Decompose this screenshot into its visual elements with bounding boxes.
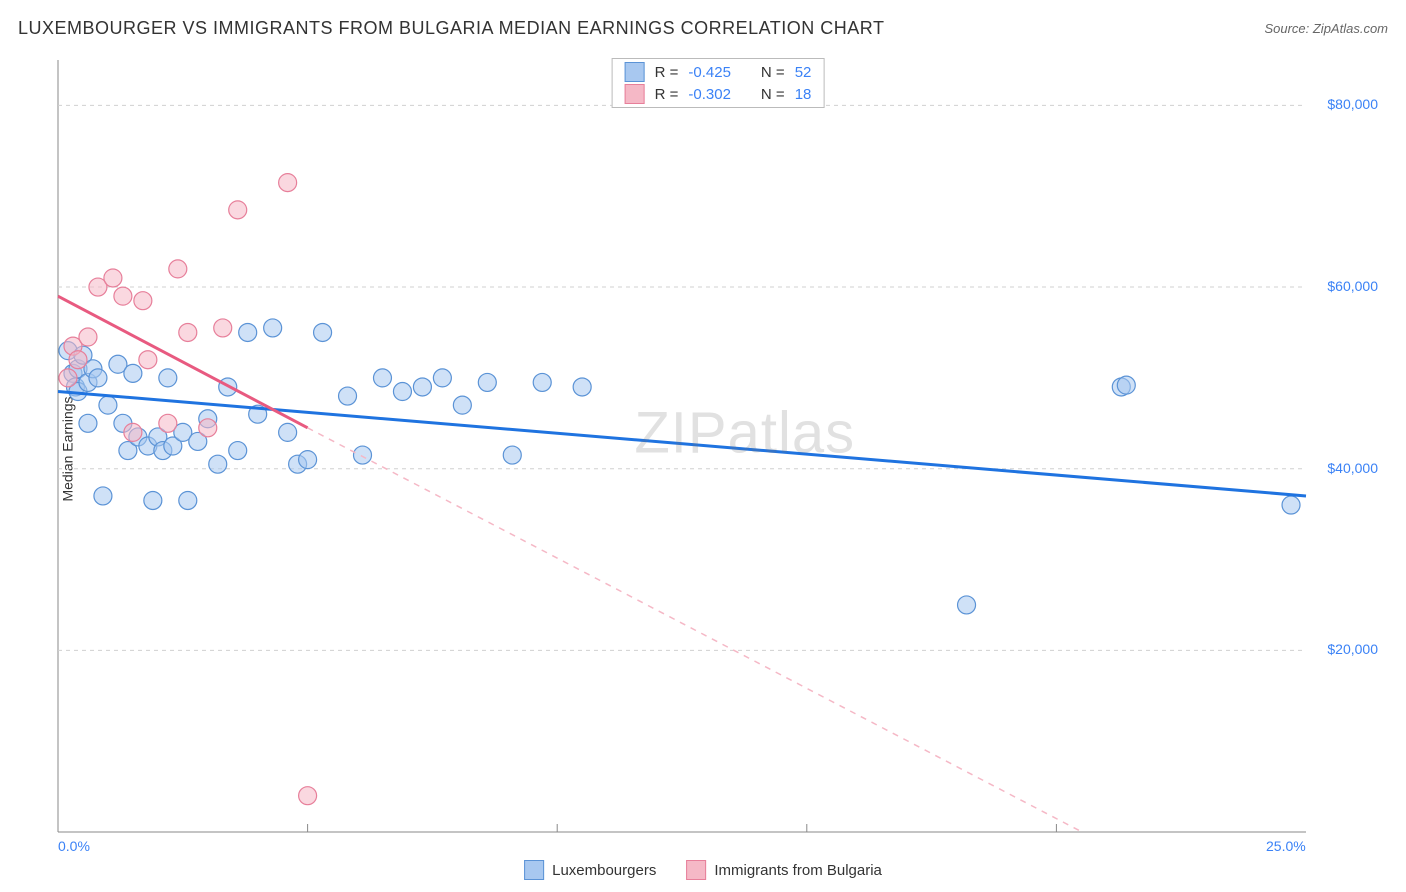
legend-item: Luxembourgers [524,860,656,880]
data-point [533,373,551,391]
n-value: 52 [795,64,812,81]
data-point [79,414,97,432]
data-point [209,455,227,473]
data-point [354,446,372,464]
legend-swatch [686,860,706,880]
x-tick-label: 0.0% [58,838,90,854]
chart-container: Median Earnings ZIPatlas R = -0.425 N = … [50,55,1386,842]
trend-line [58,392,1306,496]
scatter-plot [50,55,1386,842]
data-point [124,423,142,441]
data-point [199,419,217,437]
data-point [139,351,157,369]
legend-swatch [625,62,645,82]
legend-label: Luxembourgers [552,862,656,879]
stats-legend-row: R = -0.425 N = 52 [613,61,824,83]
r-value: -0.425 [688,64,731,81]
source-label: Source: ZipAtlas.com [1264,21,1388,36]
data-point [114,287,132,305]
data-point [478,373,496,391]
data-point [159,414,177,432]
data-point [169,260,187,278]
data-point [89,369,107,387]
data-point [339,387,357,405]
data-point [413,378,431,396]
stats-legend: R = -0.425 N = 52 R = -0.302 N = 18 [612,58,825,108]
n-label: N = [761,86,785,103]
data-point [433,369,451,387]
data-point [264,319,282,337]
x-tick-label: 25.0% [1266,838,1306,854]
trend-extension [308,428,1082,832]
data-point [314,323,332,341]
data-point [159,369,177,387]
data-point [958,596,976,614]
data-point [124,364,142,382]
legend-item: Immigrants from Bulgaria [686,860,882,880]
data-point [393,383,411,401]
data-point [453,396,471,414]
data-point [104,269,122,287]
data-point [1282,496,1300,514]
data-point [229,201,247,219]
r-value: -0.302 [688,86,731,103]
data-point [503,446,521,464]
legend-swatch [625,84,645,104]
y-tick-label: $20,000 [1327,641,1378,657]
data-point [69,351,87,369]
data-point [373,369,391,387]
chart-title: LUXEMBOURGER VS IMMIGRANTS FROM BULGARIA… [18,18,884,39]
n-label: N = [761,64,785,81]
data-point [229,442,247,460]
stats-legend-row: R = -0.302 N = 18 [613,83,824,105]
data-point [239,323,257,341]
data-point [214,319,232,337]
legend-label: Immigrants from Bulgaria [714,862,882,879]
y-tick-label: $80,000 [1327,96,1378,112]
data-point [1117,376,1135,394]
n-value: 18 [795,86,812,103]
r-label: R = [655,86,679,103]
series-legend: Luxembourgers Immigrants from Bulgaria [524,860,882,880]
data-point [99,396,117,414]
data-point [299,451,317,469]
data-point [59,369,77,387]
data-point [279,174,297,192]
data-point [573,378,591,396]
y-tick-label: $60,000 [1327,278,1378,294]
data-point [134,292,152,310]
data-point [299,787,317,805]
legend-swatch [524,860,544,880]
r-label: R = [655,64,679,81]
data-point [79,328,97,346]
data-point [94,487,112,505]
data-point [279,423,297,441]
data-point [179,491,197,509]
data-point [179,323,197,341]
data-point [144,491,162,509]
y-tick-label: $40,000 [1327,460,1378,476]
